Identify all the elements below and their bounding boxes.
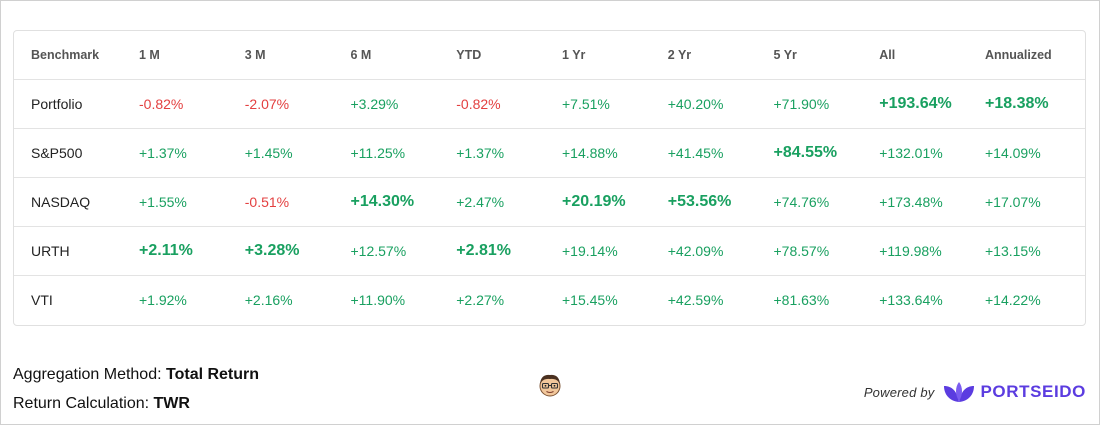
return-value-cell: +3.29% (333, 79, 440, 129)
return-calculation: Return Calculation: TWR (13, 389, 259, 418)
return-value-cell: +42.09% (650, 226, 757, 276)
table-body: Portfolio -0.82% -2.07% +3.29% -0.82% +7.51% +… (14, 79, 1085, 324)
return-value-cell: +7.51% (545, 79, 651, 129)
return-value-cell: +2.47% (439, 177, 545, 227)
return-calculation-label: Return Calculation: (13, 395, 154, 412)
column-header: All (862, 31, 968, 80)
return-value-cell: +53.56% (650, 177, 757, 227)
return-value-cell: +1.55% (122, 177, 228, 227)
return-value-cell: +2.11% (122, 226, 228, 276)
column-header: 2 Yr (650, 31, 757, 80)
return-value-cell: +132.01% (862, 128, 968, 178)
return-value-cell: +14.88% (545, 128, 651, 178)
return-value-cell: +133.64% (879, 291, 943, 308)
return-value-cell: +2.16% (244, 291, 293, 308)
return-value-cell: +84.55% (756, 128, 863, 178)
return-value-cell: +20.19% (545, 177, 651, 227)
benchmark-name: Portfolio (14, 79, 122, 129)
column-header: 1 Yr (545, 31, 651, 80)
benchmark-name: VTI (31, 291, 53, 308)
return-value-cell: +19.14% (545, 226, 651, 276)
return-value-cell: +17.07% (968, 177, 1085, 227)
return-value-cell: +13.15% (968, 226, 1085, 276)
return-value-cell: +173.48% (862, 177, 968, 227)
return-value-cell: +15.45% (562, 291, 618, 308)
table-row: VTI +1.92% +2.16% +11.90% +2.27% +15.45% +42.5… (14, 275, 1085, 324)
column-header: Benchmark (14, 31, 122, 80)
leaf-logo-icon (944, 382, 975, 402)
benchmark-name: URTH (14, 226, 122, 276)
return-value-cell: +14.30% (333, 177, 440, 227)
table-row: NASDAQ +1.55% -0.51% +14.30% +2.47% +20.19% +5… (14, 177, 1085, 227)
column-header: 1 M (122, 31, 228, 80)
column-header: 5 Yr (756, 31, 863, 80)
benchmark-name: S&P500 (14, 128, 122, 178)
aggregation-method: Aggregation Method: Total Return (13, 360, 259, 389)
column-header: Annualized (968, 31, 1085, 80)
return-value-cell: +2.27% (456, 291, 505, 308)
return-value-cell: -0.82% (439, 79, 545, 129)
return-value-cell: +41.45% (650, 128, 757, 178)
return-calculation-value: TWR (153, 395, 190, 412)
return-value-cell: +71.90% (756, 79, 863, 129)
brand-name: PORTSEIDO (980, 382, 1086, 401)
table-row: URTH +2.11% +3.28% +12.57% +2.81% +19.14% +42.… (14, 226, 1085, 276)
return-value-cell: +78.57% (756, 226, 863, 276)
return-value-cell: +2.81% (439, 226, 545, 276)
return-value-cell: -0.82% (122, 79, 228, 129)
powered-by-label: Powered by (863, 384, 935, 400)
aggregation-method-value: Total Return (166, 366, 260, 383)
return-value-cell: +74.76% (756, 177, 863, 227)
column-header: 3 M (227, 31, 334, 80)
column-header: YTD (439, 31, 545, 80)
column-header: 6 M (333, 31, 440, 80)
return-value-cell: +14.22% (985, 291, 1041, 308)
return-value-cell: +18.38% (968, 79, 1085, 129)
return-value-cell: +1.92% (139, 291, 187, 308)
return-value-cell: +1.37% (122, 128, 228, 178)
aggregation-method-label: Aggregation Method: (13, 366, 166, 383)
table-row: Portfolio -0.82% -2.07% +3.29% -0.82% +7.51% +… (14, 79, 1085, 129)
table-row: S&P500 +1.37% +1.45% +11.25% +1.37% +14.88% +4… (14, 128, 1085, 178)
return-value-cell: +14.09% (968, 128, 1085, 178)
return-value-cell: +3.28% (227, 226, 334, 276)
benchmark-name: NASDAQ (14, 177, 122, 227)
return-value-cell: -2.07% (227, 79, 334, 129)
return-value-cell: +81.63% (773, 291, 830, 308)
return-value-cell: +42.59% (667, 291, 724, 308)
return-value-cell: -0.51% (227, 177, 334, 227)
return-value-cell: +40.20% (650, 79, 757, 129)
return-value-cell: +1.37% (439, 128, 545, 178)
calculation-settings: Aggregation Method: Total Return Return … (13, 360, 259, 418)
return-value-cell: +11.90% (350, 291, 406, 308)
return-value-cell: +1.45% (227, 128, 334, 178)
return-value-cell: +12.57% (333, 226, 440, 276)
return-value-cell: +11.25% (333, 128, 440, 178)
powered-by-badge[interactable]: Powered by PORTSEIDO (864, 380, 1086, 404)
cartoon-face-avatar-icon (539, 374, 561, 397)
return-value-cell: +119.98% (862, 226, 968, 276)
return-value-cell: +193.64% (862, 79, 968, 129)
